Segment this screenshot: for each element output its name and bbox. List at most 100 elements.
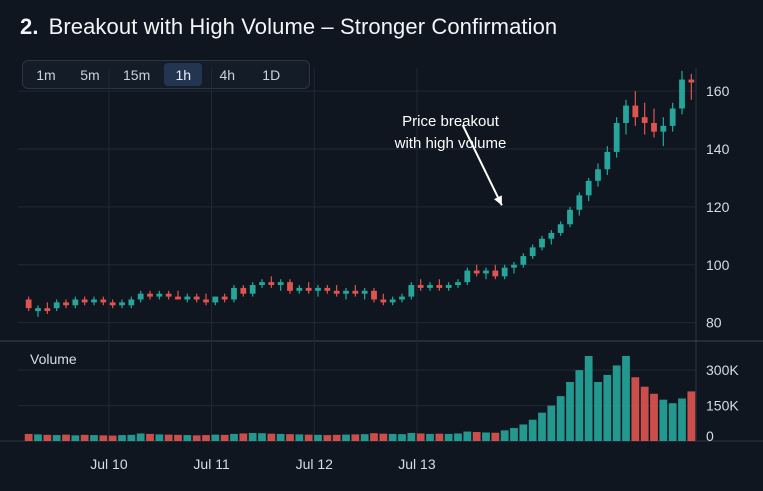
candle-body — [492, 270, 499, 277]
volume-tick-label: 150K — [706, 398, 739, 414]
volume-bar — [258, 433, 266, 441]
volume-bar — [379, 433, 388, 441]
candle-body — [259, 282, 265, 286]
volume-bar — [118, 435, 126, 441]
annotation-line-1: Price breakout — [402, 113, 499, 130]
volume-bar — [239, 433, 248, 441]
candle-body — [287, 282, 293, 291]
volume-bar — [603, 374, 612, 441]
volume-bar — [304, 434, 313, 441]
volume-bar — [314, 434, 322, 441]
annotation-arrow-head — [494, 195, 502, 206]
candle-body — [436, 285, 443, 288]
candle-body — [212, 296, 219, 303]
volume-bar — [370, 433, 378, 441]
price-tick-label: 160 — [706, 83, 730, 99]
volume-bar — [678, 398, 686, 441]
candle-body — [455, 282, 461, 286]
volume-bar — [482, 432, 490, 441]
candle-body — [613, 122, 620, 152]
volume-bar — [668, 403, 677, 441]
candle-body — [165, 293, 172, 297]
candle-body — [389, 299, 396, 303]
volume-bar — [332, 434, 341, 441]
volume-bar — [351, 434, 360, 441]
candle-body — [501, 267, 508, 277]
volume-bar — [52, 435, 61, 441]
candle-body — [184, 296, 191, 300]
title-text: Breakout with High Volume – Stronger Con… — [48, 14, 558, 39]
candle-body — [343, 290, 349, 294]
candle-body — [473, 270, 480, 274]
candle-body — [548, 232, 555, 239]
annotation-arrow-line — [461, 124, 503, 206]
volume-bar — [454, 433, 462, 441]
volume-bar — [575, 370, 584, 441]
candle-body — [427, 285, 433, 288]
price-tick-label: 140 — [706, 141, 730, 157]
candle-body — [147, 293, 153, 297]
volume-bar — [650, 393, 658, 441]
volume-bar — [416, 433, 425, 441]
volume-tick-label: 300K — [706, 362, 739, 378]
volume-bar — [276, 433, 285, 441]
volume-bar — [547, 405, 556, 441]
volume-bar — [127, 434, 136, 441]
volume-bar — [491, 432, 500, 441]
volume-bar — [202, 435, 210, 441]
timeframe-1d-button[interactable]: 1D — [262, 66, 281, 83]
candle-body — [119, 302, 125, 306]
volume-bar — [360, 434, 369, 441]
chart-title: 2. Breakout with High Volume – Stronger C… — [20, 14, 557, 40]
title-number: 2. — [20, 14, 39, 39]
annotation-line-2: with high volume — [394, 135, 507, 152]
candle-body — [567, 209, 573, 225]
volume-bar — [24, 433, 33, 441]
candle-body — [445, 285, 452, 288]
timeframe-1h-button[interactable]: 1h — [164, 63, 203, 86]
timeframe-4h-button[interactable]: 4h — [219, 66, 236, 83]
candle-body — [44, 308, 51, 312]
timeframe-5m-button[interactable]: 5m — [80, 66, 100, 83]
candle-body — [399, 296, 405, 300]
candle-body — [109, 302, 116, 306]
volume-bar — [566, 381, 574, 441]
volume-bar — [528, 419, 537, 441]
timeframe-selector: 1m 5m 15m 1h 4h 1D — [22, 60, 310, 89]
candle-body — [324, 287, 331, 291]
candle-body — [240, 287, 247, 294]
volume-bar — [99, 435, 108, 441]
candle-body — [193, 296, 200, 300]
volume-bar — [640, 386, 649, 441]
candle-body — [268, 282, 275, 286]
candle-body — [623, 105, 629, 123]
candle-body — [380, 299, 387, 303]
candle-body — [72, 299, 79, 306]
candle-body — [660, 125, 667, 132]
volume-bar — [538, 412, 546, 441]
volume-bar — [43, 434, 52, 441]
candle-body — [529, 247, 536, 257]
volume-bar — [80, 434, 89, 441]
candle-body — [203, 299, 209, 303]
volume-bar — [108, 435, 117, 441]
volume-bar — [463, 431, 472, 441]
candle-body — [156, 293, 163, 297]
candle-body — [539, 238, 545, 248]
price-tick-label: 100 — [706, 257, 730, 273]
candle-body — [128, 299, 135, 306]
candle-body — [305, 287, 312, 291]
timeframe-1m-button[interactable]: 1m — [36, 66, 56, 83]
timeframe-15m-button[interactable]: 15m — [123, 66, 151, 83]
volume-bar — [342, 434, 350, 441]
candle-body — [585, 180, 592, 196]
volume-bar — [388, 433, 397, 441]
candle-body — [669, 108, 676, 126]
candle-body — [520, 256, 527, 265]
volume-bar — [323, 435, 332, 441]
volume-bar — [295, 434, 304, 441]
x-tick-label: Jul 11 — [193, 456, 230, 472]
candle-body — [464, 270, 471, 283]
volume-bar — [584, 356, 593, 441]
